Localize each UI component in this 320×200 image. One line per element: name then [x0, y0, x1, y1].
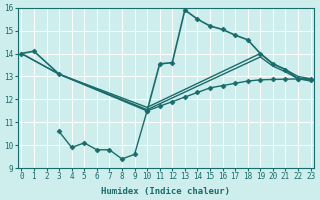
- X-axis label: Humidex (Indice chaleur): Humidex (Indice chaleur): [101, 187, 230, 196]
